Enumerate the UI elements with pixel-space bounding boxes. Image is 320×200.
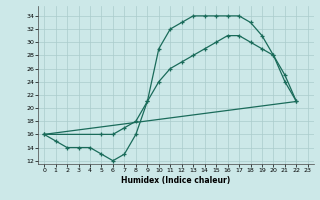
X-axis label: Humidex (Indice chaleur): Humidex (Indice chaleur) (121, 176, 231, 185)
